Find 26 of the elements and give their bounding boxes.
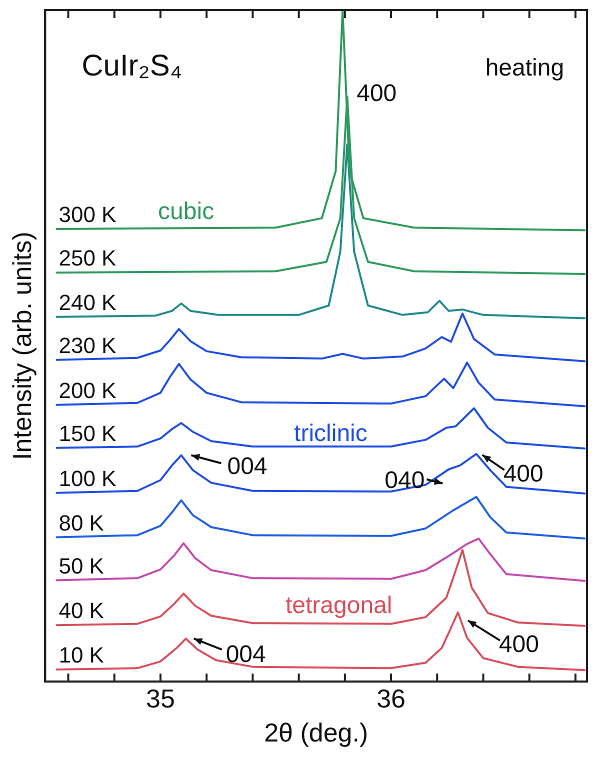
series-label: 40 K	[58, 598, 104, 624]
series-label: 240 K	[58, 290, 117, 315]
annotation: CuIr₂S₄	[82, 49, 182, 82]
series-label: 80 K	[58, 510, 104, 536]
series-label: 250 K	[58, 246, 117, 271]
series-label: 200 K	[58, 378, 117, 403]
annotation: 004	[226, 641, 266, 668]
annotation: 400	[503, 460, 544, 488]
annotation: tetragonal	[285, 592, 392, 620]
annotation: cubic	[158, 198, 214, 225]
series-label: 300 K	[58, 202, 117, 228]
x-tick-label: 36	[376, 683, 406, 714]
annotation: heating	[485, 54, 564, 82]
series-label: 10 K	[58, 642, 104, 668]
annotation: 400	[498, 631, 539, 658]
series-label: 150 K	[58, 420, 117, 446]
x-axis-title: 2θ (deg.)	[264, 718, 368, 748]
annotation: 400	[356, 80, 397, 107]
series-label: 100 K	[58, 466, 117, 491]
series-label: 50 K	[58, 553, 104, 578]
annotation: triclinic	[294, 420, 368, 448]
annotation: 004	[227, 452, 268, 480]
x-tick-label: 35	[146, 683, 175, 714]
annotation: 040	[384, 467, 425, 494]
series-label: 230 K	[58, 332, 117, 358]
y-axis-title: Intensity (arb. units)	[6, 232, 37, 460]
